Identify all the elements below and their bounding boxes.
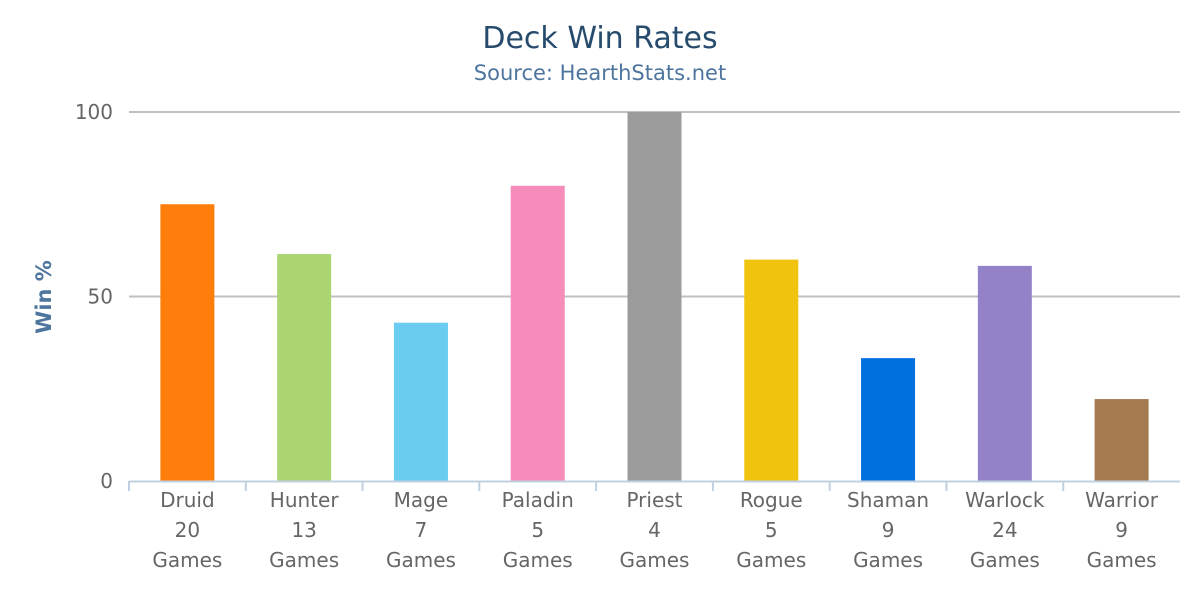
x-tick-label: 5 [531,518,544,542]
x-tick-label: Druid [160,488,215,512]
bar-druid[interactable] [160,204,215,481]
x-tick-label: 4 [648,518,661,542]
bar-rogue[interactable] [744,259,799,481]
x-tick-label: Games [970,548,1040,572]
x-tick-label: 20 [175,518,200,542]
x-tick-label: Mage [394,488,449,512]
x-tick-label: Games [620,548,690,572]
x-tick-label: 7 [415,518,428,542]
bar-warrior[interactable] [1094,399,1149,481]
x-tick-label: 9 [1115,518,1128,542]
x-tick-label: 5 [765,518,778,542]
x-tick-label: 13 [291,518,316,542]
x-tick-label: Priest [626,488,682,512]
x-tick-label: 24 [992,518,1017,542]
x-tick-label: Games [503,548,573,572]
bar-paladin[interactable] [510,185,565,482]
y-tick-label: 0 [100,469,113,493]
x-tick-label: Games [152,548,222,572]
bar-layer [160,112,1149,482]
bar-mage[interactable] [393,322,448,481]
chart-subtitle: Source: HearthStats.net [474,61,726,85]
bar-hunter[interactable] [277,254,332,481]
bar-priest[interactable] [627,112,682,481]
x-tick-label: Games [1087,548,1157,572]
x-tick-label: Games [269,548,339,572]
x-tick-label: Warlock [965,488,1045,512]
y-tick-label: 100 [75,100,113,124]
y-axis-label: Win % [32,260,56,334]
x-tick-label: Warrior [1085,488,1159,512]
x-tick-label: Games [736,548,806,572]
bar-shaman[interactable] [861,358,916,481]
x-tick-label: Games [386,548,456,572]
x-axis: Druid 20 Games Hunter 13 Games Mage 7 Games Palad… [128,480,1180,572]
chart-title: Deck Win Rates [482,21,717,56]
x-tick-label: 9 [882,518,895,542]
x-tick-label: Games [853,548,923,572]
y-tick-label: 50 [88,285,113,309]
x-tick-label: Hunter [270,488,340,512]
bar-warlock[interactable] [977,265,1032,481]
x-tick-label: Paladin [502,488,574,512]
x-tick-label: Rogue [740,488,803,512]
x-tick-label: Shaman [847,488,929,512]
